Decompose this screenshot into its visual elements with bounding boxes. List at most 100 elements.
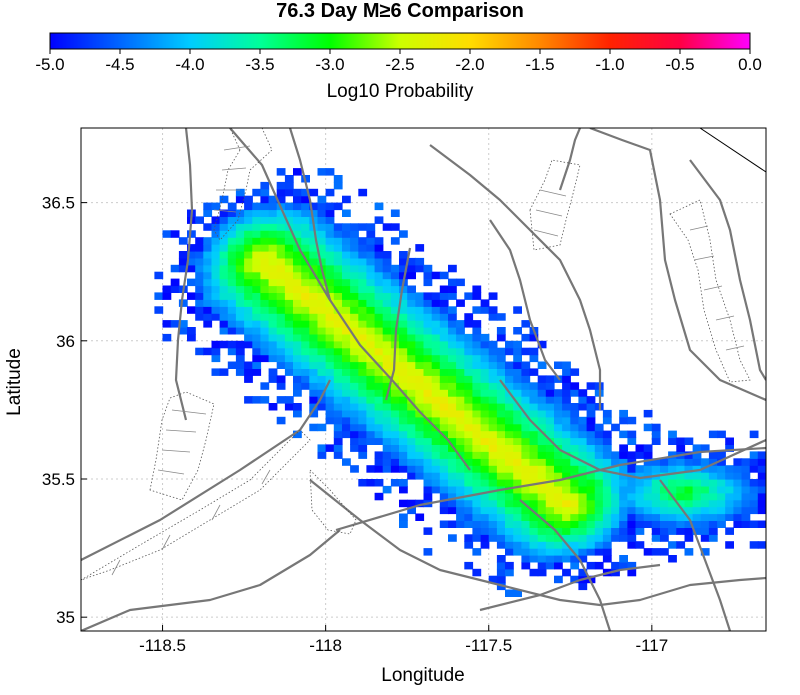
probability-cell bbox=[374, 292, 384, 300]
rupture-zone-segment bbox=[223, 145, 251, 151]
probability-cell bbox=[725, 479, 734, 487]
probability-cell bbox=[757, 465, 766, 473]
probability-cell bbox=[586, 499, 596, 508]
probability-cell bbox=[619, 513, 628, 521]
probability-cell bbox=[219, 299, 229, 307]
probability-cell bbox=[333, 223, 343, 231]
probability-cell bbox=[260, 257, 270, 266]
probability-cell bbox=[472, 458, 482, 466]
probability-cell bbox=[276, 209, 286, 217]
probability-cell bbox=[382, 257, 392, 266]
probability-cell bbox=[333, 202, 343, 211]
probability-cell bbox=[456, 347, 465, 356]
probability-cell bbox=[741, 492, 751, 501]
probability-cell bbox=[496, 506, 506, 515]
probability-cell bbox=[325, 237, 335, 245]
probability-cell bbox=[309, 264, 319, 273]
probability-cell bbox=[505, 472, 514, 480]
probability-cell bbox=[390, 458, 400, 466]
probability-cell bbox=[423, 361, 433, 369]
probability-cell bbox=[513, 327, 522, 335]
probability-cell bbox=[700, 479, 710, 487]
probability-cell bbox=[611, 534, 620, 542]
probability-cell bbox=[342, 237, 351, 245]
probability-cell bbox=[578, 472, 588, 480]
probability-cell bbox=[725, 485, 734, 494]
probability-cell bbox=[472, 472, 482, 480]
probability-cell bbox=[643, 506, 653, 515]
probability-cell bbox=[717, 513, 726, 521]
probability-cell bbox=[562, 375, 571, 383]
probability-cell bbox=[366, 396, 376, 404]
probability-cell bbox=[415, 320, 425, 328]
probability-cell bbox=[244, 285, 253, 293]
probability-cell bbox=[244, 257, 253, 266]
probability-cell bbox=[676, 479, 686, 487]
probability-cell bbox=[586, 382, 596, 390]
probability-cell bbox=[284, 403, 294, 411]
probability-cell bbox=[578, 430, 588, 439]
probability-cell bbox=[627, 534, 637, 542]
probability-cell bbox=[684, 499, 694, 508]
x-tick-label: -118 bbox=[309, 636, 342, 655]
probability-cell bbox=[284, 278, 294, 287]
probability-cell bbox=[496, 541, 506, 549]
probability-cell bbox=[374, 409, 384, 418]
probability-cell bbox=[554, 430, 563, 439]
probability-cell bbox=[570, 555, 580, 563]
probability-cell bbox=[431, 354, 441, 363]
probability-cell bbox=[358, 396, 368, 404]
probability-cell bbox=[170, 285, 180, 293]
probability-cell bbox=[203, 306, 213, 314]
probability-cell bbox=[195, 244, 204, 252]
probability-cell bbox=[496, 472, 506, 480]
probability-cell bbox=[684, 472, 694, 480]
probability-cell bbox=[537, 403, 547, 411]
probability-cell bbox=[399, 485, 408, 494]
probability-cell bbox=[211, 251, 221, 259]
probability-cell bbox=[358, 382, 368, 390]
probability-cell bbox=[203, 209, 213, 217]
probability-cell bbox=[513, 361, 522, 369]
probability-cell bbox=[611, 568, 620, 577]
probability-cell bbox=[317, 375, 327, 383]
probability-cell bbox=[496, 520, 506, 528]
probability-cell bbox=[276, 264, 286, 273]
probability-cell bbox=[293, 299, 302, 307]
probability-cell bbox=[423, 278, 433, 287]
probability-cell bbox=[227, 223, 237, 231]
rupture-zone-segment bbox=[725, 345, 745, 351]
probability-cell bbox=[268, 257, 278, 266]
probability-cell bbox=[643, 451, 653, 459]
probability-cell bbox=[676, 492, 686, 501]
probability-cell bbox=[268, 278, 278, 287]
probability-cell bbox=[276, 271, 286, 280]
probability-cell bbox=[301, 313, 310, 321]
probability-cell bbox=[676, 437, 686, 445]
probability-cell bbox=[627, 506, 637, 515]
probability-cell bbox=[513, 409, 522, 418]
probability-cell bbox=[480, 403, 490, 411]
probability-cell bbox=[676, 513, 686, 521]
probability-cell bbox=[260, 188, 270, 197]
probability-cell bbox=[358, 361, 368, 369]
probability-cell bbox=[554, 575, 563, 584]
probability-cell bbox=[496, 479, 506, 487]
probability-cell bbox=[439, 430, 449, 439]
probability-cell bbox=[562, 506, 571, 515]
probability-cell bbox=[586, 575, 596, 584]
probability-cell bbox=[619, 534, 628, 542]
probability-cell bbox=[227, 320, 237, 328]
probability-cell bbox=[276, 257, 286, 266]
probability-cell bbox=[602, 430, 612, 439]
probability-cell bbox=[366, 403, 376, 411]
probability-cell bbox=[333, 416, 343, 425]
probability-cell bbox=[472, 513, 482, 521]
probability-cell bbox=[594, 499, 604, 508]
probability-cell bbox=[268, 292, 278, 300]
probability-cell bbox=[317, 216, 327, 224]
probability-cell bbox=[342, 327, 351, 335]
probability-cell bbox=[586, 492, 596, 501]
probability-cell bbox=[611, 492, 620, 501]
